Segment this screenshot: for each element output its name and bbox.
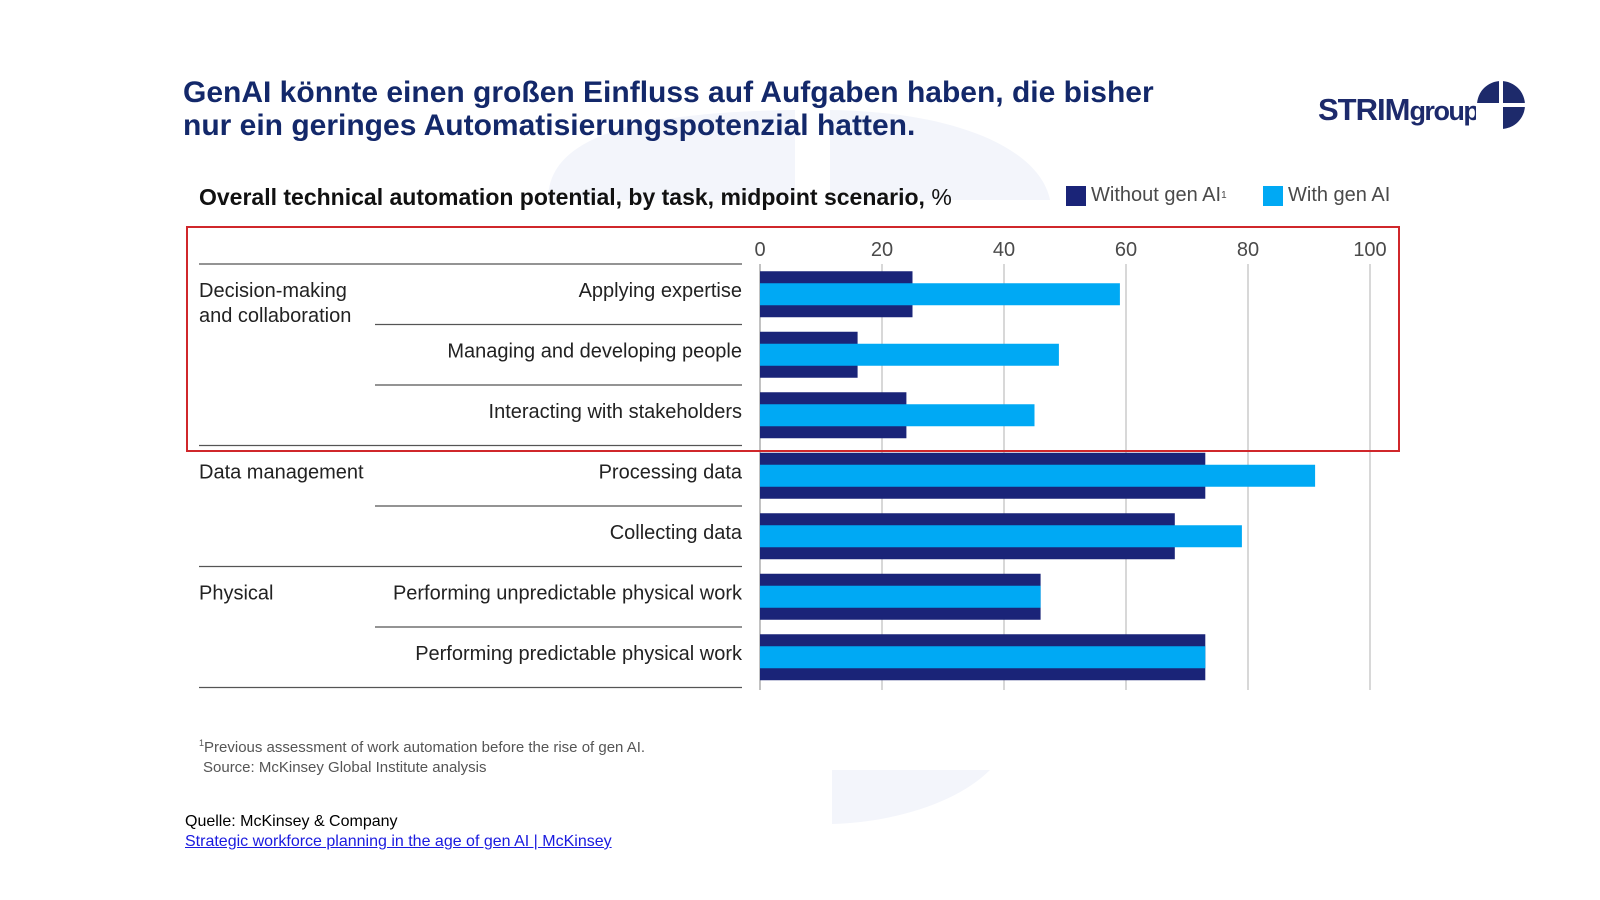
category-label: Collecting data — [610, 522, 743, 544]
legend-footnote-marker: 1 — [1221, 190, 1227, 201]
category-label: Performing predictable physical work — [415, 643, 743, 665]
group-label: Data management — [199, 462, 364, 484]
legend-label-without-gen-ai: Without gen AI — [1091, 184, 1222, 206]
chart-title: Overall technical automation potential, … — [199, 184, 952, 211]
legend-swatch-with-gen-ai — [1263, 185, 1283, 206]
category-label: Applying expertise — [579, 280, 742, 302]
source-block: Quelle: McKinsey & Company Strategic wor… — [185, 812, 612, 852]
source-link[interactable]: Strategic workforce planning in the age … — [185, 833, 612, 850]
group-label: and collaboration — [199, 305, 351, 327]
chart-title-text: Overall technical automation potential, … — [199, 184, 925, 210]
bar-with-gen-ai — [760, 585, 1041, 608]
bar-with-gen-ai — [760, 464, 1316, 487]
category-label: Interacting with stakeholders — [489, 401, 742, 423]
footnote: 1Previous assessment of work automation … — [199, 733, 645, 778]
footnote-line-1: Previous assessment of work automation b… — [204, 739, 646, 756]
bar-with-gen-ai — [760, 646, 1206, 669]
footnote-line-2: Source: McKinsey Global Institute analys… — [203, 759, 487, 776]
category-label: Performing unpredictable physical work — [393, 583, 743, 605]
category-label: Managing and developing people — [447, 341, 742, 363]
source-label: Quelle: McKinsey & Company — [185, 813, 398, 830]
bar-with-gen-ai — [760, 525, 1242, 548]
legend-item-without-gen-ai: Without gen AI 1 — [1066, 184, 1227, 207]
legend-swatch-without-gen-ai — [1066, 185, 1086, 206]
slide-title: GenAI könnte einen großen Einfluss auf A… — [183, 76, 1154, 142]
x-tick-label: 40 — [993, 239, 1015, 261]
x-tick-label: 20 — [871, 239, 893, 261]
footnote-marker: 1 — [199, 738, 205, 748]
logo-text-group: group — [1409, 96, 1479, 126]
legend-label-with-gen-ai: With gen AI — [1288, 184, 1391, 206]
legend-item-with-gen-ai: With gen AI — [1263, 184, 1390, 207]
logo-text-strim: STRIM — [1318, 92, 1410, 127]
category-label: Processing data — [599, 462, 743, 484]
chart-title-unit: % — [931, 184, 952, 210]
strimgroup-logo: STRIMgroup — [1318, 78, 1528, 138]
group-label: Decision-making — [199, 280, 347, 302]
x-tick-label: 80 — [1237, 239, 1259, 261]
slide-title-line-2: nur ein geringes Automatisierungspotenzi… — [183, 109, 916, 142]
bar-with-gen-ai — [760, 404, 1035, 427]
x-tick-label: 60 — [1115, 239, 1137, 261]
logo-mark-icon — [1476, 80, 1526, 130]
highlight-box — [186, 226, 1400, 452]
bar-with-gen-ai — [760, 283, 1120, 306]
x-tick-label: 0 — [754, 239, 765, 261]
x-tick-label: 100 — [1353, 239, 1386, 261]
group-label: Physical — [199, 583, 273, 605]
bar-with-gen-ai — [760, 343, 1059, 366]
slide-title-line-1: GenAI könnte einen großen Einfluss auf A… — [183, 76, 1154, 109]
